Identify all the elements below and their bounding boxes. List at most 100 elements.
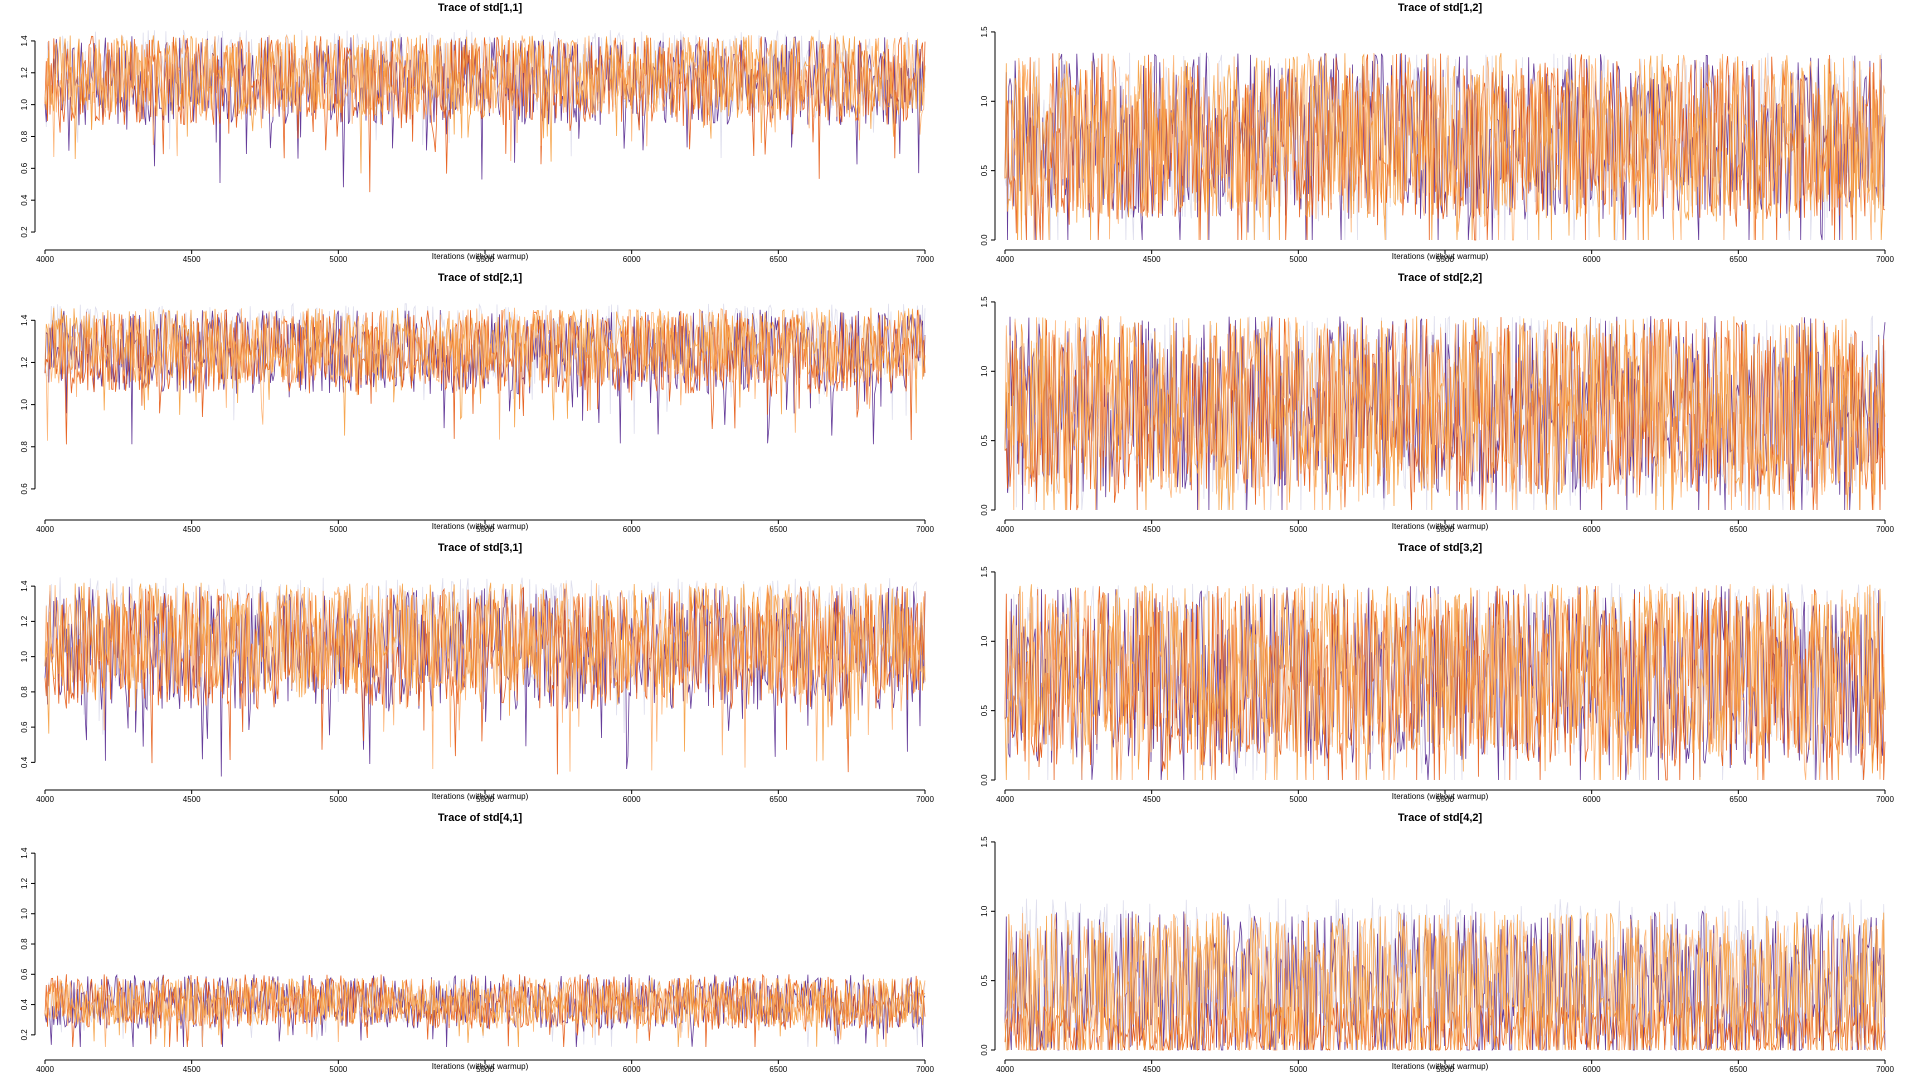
chart-title: Trace of std[1,1] — [437, 2, 523, 14]
trace-plot-svg: 4000 4500 5000 5500 6000 6500 7000 0.0 0.5 1.0 1.5 — [980, 26, 1894, 264]
x-axis-label: Iterations (without warmup) — [431, 1062, 529, 1071]
x-tick-label: 6500 — [769, 1065, 787, 1074]
x-tick-label: 4500 — [183, 255, 201, 264]
x-tick-label: 5000 — [1289, 255, 1307, 264]
y-tick-label: 0.2 — [20, 226, 29, 238]
y-tick-label: 0.6 — [20, 162, 29, 174]
trace-series-line — [44, 582, 926, 772]
trace-series-line — [1004, 52, 1886, 241]
x-tick-label: 6500 — [769, 255, 787, 264]
trace-series-line — [44, 977, 926, 1048]
trace-panel: Trace of std[1,1] Iterations (without war… — [0, 0, 960, 270]
y-tick-label: 1.5 — [980, 26, 989, 38]
trace-plot-svg: 4000 4500 5000 5500 6000 6500 7000 0.0 0.5 1.0 1.5 — [980, 836, 1894, 1074]
y-tick-label: 1.0 — [980, 635, 989, 647]
y-tick-label: 1.2 — [20, 67, 29, 79]
x-tick-label: 5500 — [476, 1065, 494, 1074]
y-tick-label: 1.0 — [980, 95, 989, 107]
trace-plot-svg: 4000 4500 5000 5500 6000 6500 7000 0.0 0.5 1.0 1.5 — [980, 566, 1894, 804]
y-tick-label: 0.6 — [20, 721, 29, 733]
x-tick-label: 5000 — [329, 795, 347, 804]
y-tick-label: 0.5 — [980, 705, 989, 717]
trace-series-line — [44, 585, 926, 775]
x-tick-label: 7000 — [1876, 1065, 1894, 1074]
x-tick-label: 5000 — [1289, 525, 1307, 534]
x-tick-label: 4000 — [996, 1065, 1014, 1074]
trace-series-line — [1004, 1000, 1886, 1052]
x-tick-label: 6000 — [1583, 525, 1601, 534]
y-tick-label: 1.5 — [980, 836, 989, 848]
y-tick-label: 0.8 — [20, 130, 29, 142]
x-axis-label: Iterations (without warmup) — [431, 252, 529, 261]
x-tick-label: 5500 — [476, 525, 494, 534]
x-tick-label: 7000 — [1876, 795, 1894, 804]
y-tick-label: 1.2 — [20, 877, 29, 889]
y-tick-label: 1.4 — [20, 580, 29, 592]
y-tick-label: 0.6 — [20, 483, 29, 495]
x-tick-label: 6000 — [1583, 255, 1601, 264]
y-tick-label: 1.2 — [20, 356, 29, 368]
trace-panel: Trace of std[3,2] Iterations (without war… — [960, 540, 1920, 810]
y-tick-label: 1.4 — [20, 314, 29, 326]
chart-title: Trace of std[2,2] — [1397, 272, 1483, 284]
x-tick-label: 7000 — [916, 525, 934, 534]
x-tick-label: 4000 — [36, 795, 54, 804]
trace-plot-svg: 4000 4500 5000 5500 6000 6500 7000 0.2 0.4 0.6 0.8… — [20, 29, 934, 264]
x-tick-label: 6000 — [623, 525, 641, 534]
x-tick-label: 6000 — [623, 255, 641, 264]
trace-series-line — [44, 34, 926, 174]
chart-title: Trace of std[3,1] — [437, 542, 523, 554]
x-tick-label: 6500 — [769, 525, 787, 534]
trace-panel: Trace of std[1,2] Iterations (without war… — [960, 0, 1920, 270]
y-tick-label: 0.0 — [980, 1044, 989, 1056]
x-tick-label: 7000 — [1876, 525, 1894, 534]
y-tick-label: 1.0 — [20, 651, 29, 663]
x-tick-label: 6000 — [1583, 1065, 1601, 1074]
x-tick-label: 4000 — [36, 1065, 54, 1074]
y-tick-label: 0.8 — [20, 686, 29, 698]
y-tick-label: 0.6 — [20, 968, 29, 980]
trace-series-line — [44, 309, 926, 445]
y-tick-label: 0.0 — [980, 234, 989, 246]
x-tick-label: 7000 — [916, 795, 934, 804]
trace-plot-svg: 4000 4500 5000 5500 6000 6500 7000 0.4 0.6 0.8 1.0… — [20, 577, 934, 804]
x-tick-label: 5000 — [329, 255, 347, 264]
x-tick-label: 6500 — [1729, 795, 1747, 804]
x-tick-label: 7000 — [1876, 255, 1894, 264]
y-tick-label: 0.0 — [980, 504, 989, 516]
x-tick-label: 6500 — [769, 795, 787, 804]
x-axis-label: Iterations (without warmup) — [431, 792, 529, 801]
x-tick-label: 5000 — [329, 1065, 347, 1074]
x-tick-label: 6500 — [1729, 255, 1747, 264]
x-tick-label: 7000 — [916, 1065, 934, 1074]
y-tick-label: 1.0 — [980, 365, 989, 377]
x-tick-label: 6500 — [1729, 1065, 1747, 1074]
x-tick-label: 6000 — [623, 795, 641, 804]
trace-plot-svg: 4000 4500 5000 5500 6000 6500 7000 0.6 0.8 1.0 1.2… — [20, 302, 934, 534]
x-tick-label: 5000 — [1289, 795, 1307, 804]
x-tick-label: 4500 — [1143, 255, 1161, 264]
y-tick-label: 0.5 — [980, 435, 989, 447]
x-tick-label: 4000 — [996, 255, 1014, 264]
x-axis-label: Iterations (without warmup) — [1391, 522, 1489, 531]
trace-panel: Trace of std[3,1] Iterations (without war… — [0, 540, 960, 810]
y-tick-label: 1.5 — [980, 566, 989, 578]
trace-plot-svg: 4000 4500 5000 5500 6000 6500 7000 0.2 0.4 0.6 0.8… — [20, 847, 934, 1074]
y-tick-label: 1.0 — [20, 908, 29, 920]
y-tick-label: 1.0 — [20, 398, 29, 410]
x-tick-label: 5000 — [329, 525, 347, 534]
x-tick-label: 6000 — [623, 1065, 641, 1074]
x-tick-label: 5000 — [1289, 1065, 1307, 1074]
trace-panel: Trace of std[4,2] Iterations (without war… — [960, 810, 1920, 1080]
trace-series-line — [1004, 316, 1886, 511]
trace-panel: Trace of std[4,1] Iterations (without war… — [0, 810, 960, 1080]
y-tick-label: 0.4 — [20, 756, 29, 768]
trace-series-line — [1004, 910, 1886, 1052]
trace-series-line — [44, 307, 926, 436]
x-tick-label: 5500 — [476, 255, 494, 264]
chart-title: Trace of std[4,1] — [437, 812, 523, 824]
trace-plot-svg: 4000 4500 5000 5500 6000 6500 7000 0.0 0.5 1.0 1.5 — [980, 296, 1894, 534]
y-tick-label: 1.0 — [20, 99, 29, 111]
y-tick-label: 0.8 — [20, 441, 29, 453]
